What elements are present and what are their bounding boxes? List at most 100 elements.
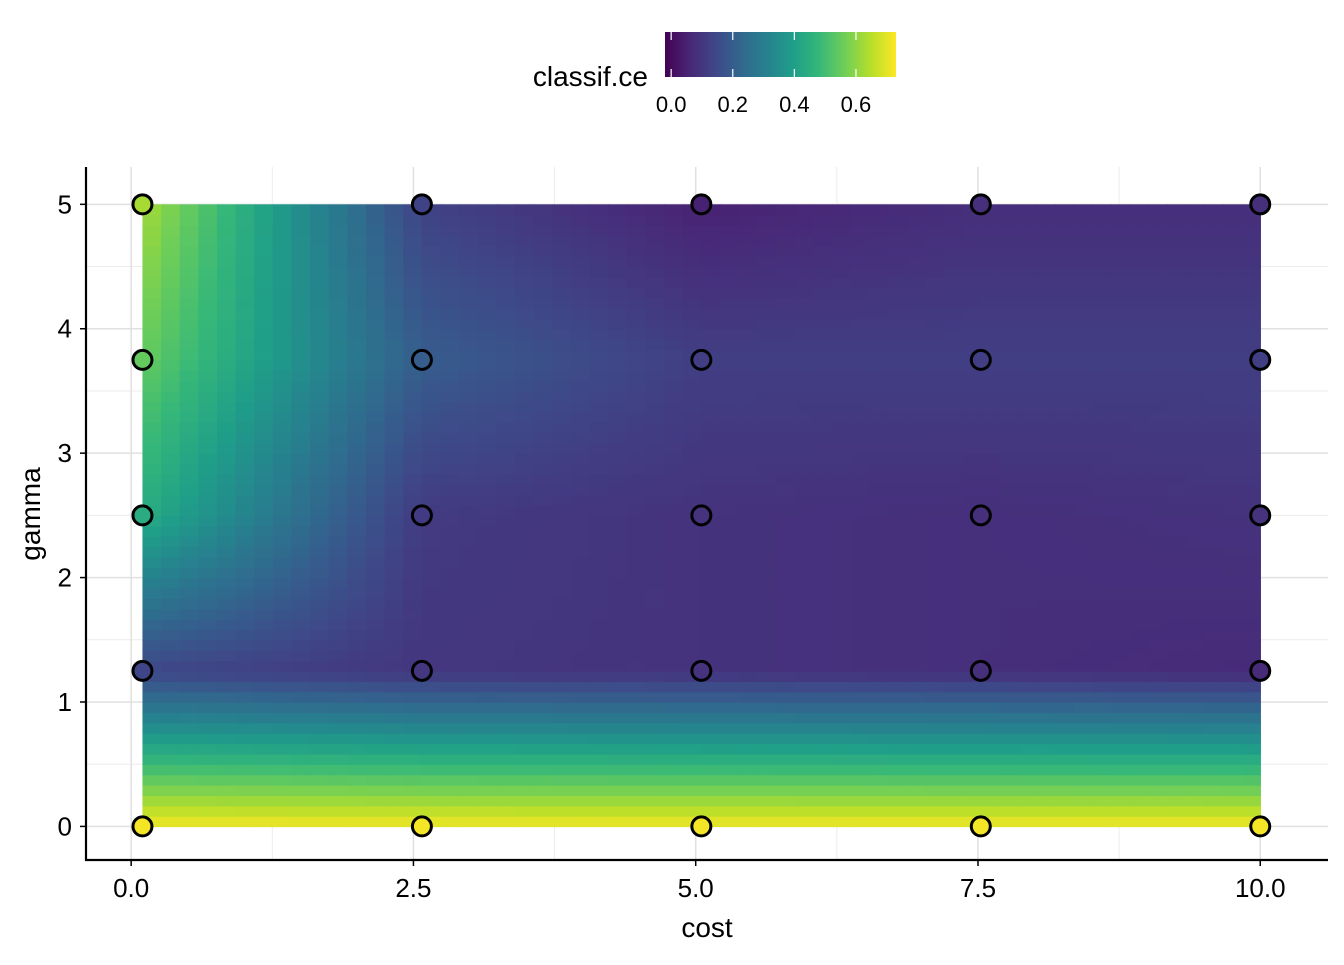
heatmap-cell [1055,681,1075,693]
heatmap-cell [589,525,609,537]
heatmap-cell [272,453,293,465]
heatmap-cell [1129,598,1150,610]
heatmap-cell [552,328,572,340]
heatmap-cell [533,608,554,620]
heatmap-cell [496,764,516,776]
heatmap-cell [1018,577,1038,589]
heatmap-cell [775,816,796,828]
heatmap-cell [347,722,367,734]
heatmap-cell [254,504,274,517]
heatmap-cell [459,567,479,579]
heatmap-cell [980,712,1001,724]
heatmap-cell [1092,701,1112,714]
heatmap-cell [850,753,870,765]
heatmap-cell [459,276,479,288]
heatmap-cell [757,587,777,600]
heatmap-cell [366,328,386,340]
heatmap-cell [775,722,796,734]
heatmap-cell [216,484,237,496]
heatmap-cell [608,484,628,496]
heatmap-cell [887,587,907,600]
heatmap-cell [477,235,498,247]
heatmap-cell [887,308,907,320]
heatmap-cell [608,401,628,413]
heatmap-cell [366,225,386,237]
heatmap-cell [272,743,293,755]
heatmap-cell [347,349,367,361]
heatmap-cell [719,567,740,579]
heatmap-cell [570,453,591,465]
heatmap-cell [682,453,703,465]
heatmap-cell [515,359,535,371]
heatmap-cell [291,287,311,299]
heatmap-cell [999,650,1019,662]
heatmap-cell [366,577,386,589]
heatmap-cell [1241,743,1261,755]
heatmap-cell [943,795,963,807]
heatmap-cell [850,432,870,444]
heatmap-cell [533,276,554,288]
heatmap-cell [608,328,628,340]
heatmap-cell [384,442,404,454]
heatmap-cell [999,805,1019,817]
heatmap-cell [1204,484,1224,496]
heatmap-cell [216,629,237,641]
heatmap-cell [384,204,404,216]
heatmap-cell [1185,639,1206,651]
heatmap-cell [1073,225,1094,237]
heatmap-cell [738,795,758,807]
heatmap-cell [198,784,218,797]
heatmap-cell [440,349,460,361]
heatmap-cell [1148,515,1168,527]
heatmap-cell [589,577,609,589]
heatmap-cell [254,494,274,506]
heatmap-cell [198,774,218,786]
heatmap-cell [1036,484,1057,496]
heatmap-cell [310,401,330,413]
heatmap-cell [1167,504,1187,517]
heatmap-cell [1167,712,1187,724]
heatmap-cell [496,463,516,475]
heatmap-cell [384,515,404,527]
heatmap-cell [328,463,349,475]
heatmap-cell [1018,328,1038,340]
heatmap-cell [831,774,852,786]
heatmap-cell [1167,743,1187,755]
heatmap-cell [552,266,572,278]
heatmap-cell [1148,816,1168,828]
heatmap-cell [440,276,460,288]
heatmap-cell [701,784,721,797]
heatmap-cell [999,370,1019,382]
heatmap-cell [179,442,200,454]
heatmap-cell [738,681,758,693]
heatmap-cell [515,411,535,423]
heatmap-cell [310,308,330,320]
heatmap-cell [198,525,218,537]
heatmap-cell [1111,515,1131,527]
heatmap-cell [831,629,852,641]
heatmap-cell [161,504,181,517]
heatmap-cell [682,712,703,724]
heatmap-cell [384,525,404,537]
heatmap-cell [291,411,311,423]
heatmap-cell [235,784,255,797]
heatmap-cell [235,225,255,237]
heatmap-cell [1111,266,1131,278]
heatmap-cell [570,308,591,320]
heatmap-cell [403,784,423,797]
heatmap-cell [161,442,181,454]
heatmap-cell [1148,577,1168,589]
data-point [690,348,713,371]
heatmap-cell [1092,463,1112,475]
heatmap-cell [757,339,777,351]
heatmap-cell [626,359,647,371]
heatmap-cell [1148,701,1168,714]
heatmap-cell [272,422,293,434]
heatmap-cell [1018,380,1038,392]
heatmap-cell [887,515,907,527]
heatmap-cell [1167,256,1187,268]
heatmap-cell [1036,401,1057,413]
heatmap-cell [682,536,703,548]
heatmap-cell [943,276,963,288]
